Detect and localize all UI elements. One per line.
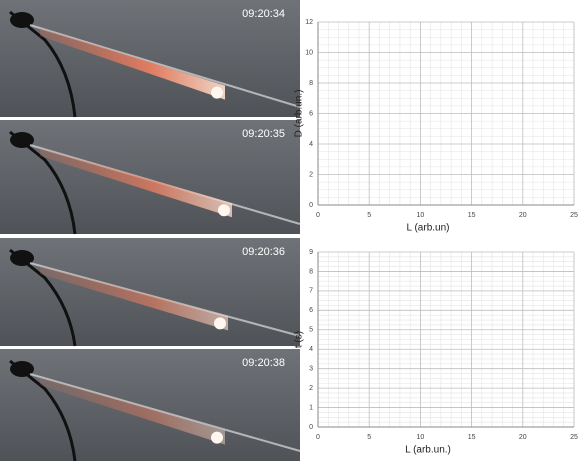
x-tick-label: 10 [417, 212, 425, 219]
y-axis-label: D (arb.un.) [294, 90, 305, 138]
x-tick-label: 5 [367, 212, 371, 219]
y-tick-label: 0 [309, 424, 313, 431]
x-tick-label: 0 [316, 434, 320, 441]
photo-frame: 09:20:38 [0, 349, 300, 461]
photo-frame: 09:20:35 [0, 120, 300, 234]
timestamp: 09:20:36 [242, 246, 285, 258]
y-tick-label: 9 [309, 249, 313, 256]
y-tick-label: 0 [309, 202, 313, 209]
x-axis-label: L (arb.un.) [405, 445, 451, 456]
x-tick-label: 20 [519, 434, 527, 441]
photos: 09:20:34 09:20:35 09:20:36 09:20:38 [0, 0, 300, 461]
figure: 09:20:3409:20:3509:20:3609:20:38 0510152… [0, 0, 578, 461]
x-tick-label: 5 [367, 434, 371, 441]
y-tick-label: 4 [309, 346, 313, 353]
photo-frame: 09:20:36 [0, 238, 300, 346]
x-tick-label: 25 [570, 212, 578, 219]
y-tick-label: 10 [305, 49, 313, 56]
y-tick-label: 4 [309, 141, 313, 148]
x-tick-label: 0 [316, 212, 320, 219]
y-tick-label: 2 [309, 171, 313, 178]
chart: 0 5 10 15 20 25 0 1 2 3 4 5 6 7 8 9 L (arb.un.) t (s) [294, 249, 578, 456]
flame-tip [211, 432, 223, 444]
x-tick-label: 20 [519, 212, 527, 219]
page: 09:20:3409:20:3509:20:3609:20:38 0510152… [0, 0, 578, 461]
y-tick-label: 5 [309, 327, 313, 334]
y-tick-label: 6 [309, 110, 313, 117]
y-axis-label: t (s) [294, 331, 305, 348]
flame-tip [218, 204, 230, 216]
y-tick-label: 6 [309, 307, 313, 314]
timestamp: 09:20:35 [242, 128, 285, 140]
y-tick-label: 8 [309, 80, 313, 87]
x-tick-label: 15 [468, 434, 476, 441]
timestamp: 09:20:38 [242, 357, 285, 369]
y-tick-label: 3 [309, 366, 313, 373]
flame-tip [211, 87, 223, 99]
chart: 0 5 10 15 20 25 0 2 4 6 8 10 12 L (arb.un) D (arb.un.) [294, 19, 578, 234]
y-tick-label: 8 [309, 268, 313, 275]
y-tick-label: 12 [305, 19, 313, 26]
flame-tip [214, 317, 226, 329]
photo-frame: 09:20:34 [0, 0, 300, 117]
x-tick-label: 15 [468, 212, 476, 219]
y-tick-label: 7 [309, 288, 313, 295]
x-tick-label: 25 [570, 434, 578, 441]
timestamp: 09:20:34 [242, 8, 285, 20]
y-tick-label: 1 [309, 404, 313, 411]
x-axis-label: L (arb.un) [407, 223, 450, 234]
y-tick-label: 2 [309, 385, 313, 392]
x-tick-label: 10 [417, 434, 425, 441]
